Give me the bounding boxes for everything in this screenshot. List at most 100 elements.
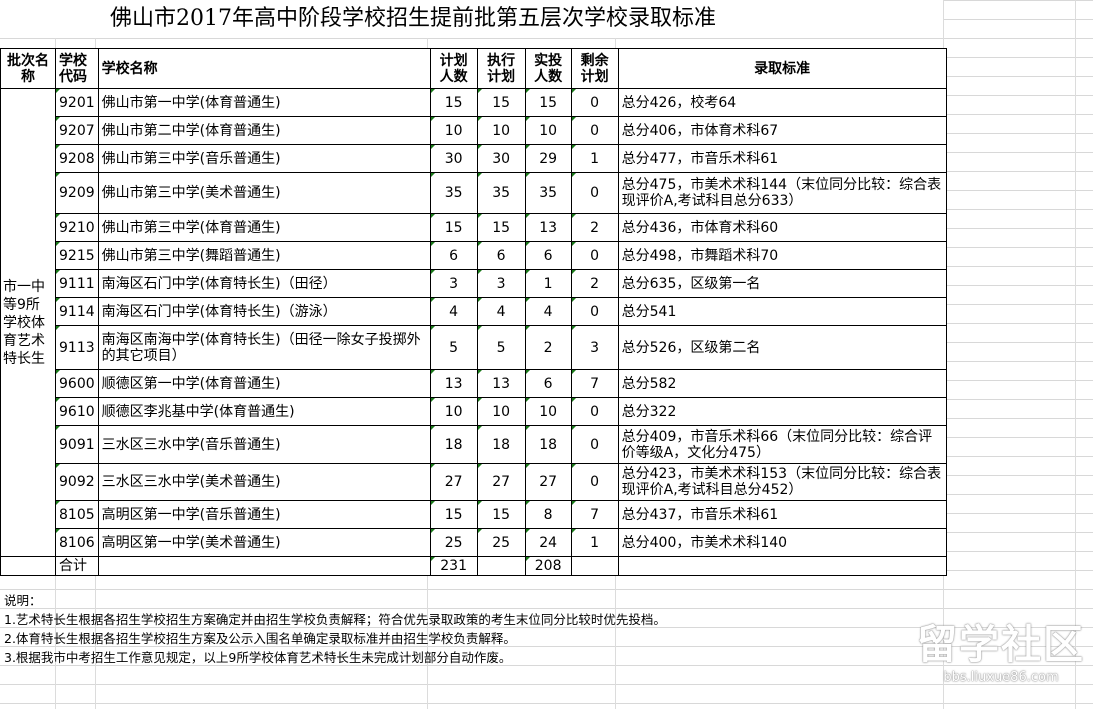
- remain-cell: 7: [570, 500, 619, 529]
- header-actual: 实投人数: [524, 48, 572, 89]
- table-row: 9610 顺德区李兆基中学(体育普通生) 10 10 10 0 总分322: [1, 397, 947, 426]
- criteria-cell: 总分582: [617, 369, 947, 398]
- remain-cell: 0: [570, 172, 619, 214]
- plan-cell: 10: [429, 397, 478, 426]
- criteria-cell: 总分541: [617, 297, 947, 326]
- actual-cell: 35: [524, 172, 572, 214]
- exec-cell: 30: [476, 144, 526, 173]
- plan-cell: 30: [429, 144, 478, 173]
- school-code: 9091: [55, 425, 99, 464]
- remain-cell: 2: [570, 269, 619, 298]
- exec-cell: 4: [476, 297, 526, 326]
- school-name: 南海区南海中学(体育特长生)（田径一除女子投掷外的其它项目）: [97, 325, 431, 370]
- exec-cell: 5: [476, 325, 526, 370]
- school-code: 9114: [55, 297, 99, 326]
- total-actual: 208: [524, 556, 572, 576]
- exec-cell: 15: [476, 88, 526, 117]
- header-plan: 计划人数: [429, 48, 478, 89]
- exec-cell: 15: [476, 500, 526, 529]
- table-row: 9111 南海区石门中学(体育特长生)（田径） 3 3 1 2 总分635，区级第一名: [1, 269, 947, 298]
- actual-cell: 18: [524, 425, 572, 464]
- total-plan: 231: [429, 556, 478, 576]
- table-row: 9600 顺德区第一中学(体育普通生) 13 13 6 7 总分582: [1, 369, 947, 398]
- criteria-cell: 总分436，市体育术科60: [617, 213, 947, 242]
- table-row: 8106 高明区第一中学(美术普通生) 25 25 24 1 总分400，市美术术科140: [1, 528, 947, 557]
- school-code: 9111: [55, 269, 99, 298]
- remain-cell: 0: [570, 397, 619, 426]
- actual-cell: 1: [524, 269, 572, 298]
- plan-cell: 5: [429, 325, 478, 370]
- empty-cell: [570, 556, 619, 576]
- exec-cell: 25: [476, 528, 526, 557]
- actual-cell: 10: [524, 116, 572, 145]
- exec-cell: 6: [476, 241, 526, 270]
- school-name: 顺德区第一中学(体育普通生): [97, 369, 431, 398]
- header-batch: 批次名称: [0, 48, 56, 89]
- school-code: 9092: [55, 463, 99, 501]
- criteria-cell: 总分409，市音乐术科66（末位同分比较：综合评价等级A，文化分475）: [617, 425, 947, 464]
- table-row: 市一中等9所学校体育艺术特长生 9201 佛山市第一中学(体育普通生) 15 15 15 0…: [0, 88, 947, 557]
- empty-cell: [97, 556, 431, 576]
- actual-cell: 4: [524, 297, 572, 326]
- school-code: 9113: [55, 325, 99, 370]
- school-name: 三水区三水中学(美术普通生): [97, 463, 431, 501]
- school-name: 南海区石门中学(体育特长生)（游泳）: [97, 297, 431, 326]
- notes-heading: 说明：: [4, 593, 42, 608]
- school-code: 9210: [55, 213, 99, 242]
- school-code: 9208: [55, 144, 99, 173]
- school-name: 佛山市第三中学(体育普通生): [97, 213, 431, 242]
- note-item: 2.体育特长生根据各招生学校招生方案及公示入围名单确定录取标准并由招生学校负责解…: [4, 631, 516, 646]
- school-name: 高明区第一中学(美术普通生): [97, 528, 431, 557]
- actual-cell: 2: [524, 325, 572, 370]
- empty-cell: [476, 556, 526, 576]
- exec-cell: 15: [476, 213, 526, 242]
- school-code: 9610: [55, 397, 99, 426]
- exec-cell: 10: [476, 116, 526, 145]
- watermark-logo: 留学社区 bbs.liuxue86.com: [917, 622, 1085, 685]
- total-label: 合计: [55, 556, 99, 576]
- table-row: 9209 佛山市第三中学(美术普通生) 35 35 35 0 总分475，市美术术科144（…: [1, 172, 947, 214]
- school-code: 8105: [55, 500, 99, 529]
- table-row: 9210 佛山市第三中学(体育普通生) 15 15 13 2 总分436，市体育术科60: [1, 213, 947, 242]
- school-name: 佛山市第三中学(音乐普通生): [97, 144, 431, 173]
- actual-cell: 6: [524, 369, 572, 398]
- remain-cell: 1: [570, 144, 619, 173]
- criteria-cell: 总分635，区级第一名: [617, 269, 947, 298]
- header-row: 批次名称 学校代码 学校名称 计划人数 执行计划 实投人数 剩余计划 录取标准: [0, 48, 947, 89]
- actual-cell: 27: [524, 463, 572, 501]
- criteria-cell: 总分475，市美术术科144（末位同分比较：综合表现评价A,考试科目总分633）: [617, 172, 947, 214]
- remain-cell: 7: [570, 369, 619, 398]
- school-name: 高明区第一中学(音乐普通生): [97, 500, 431, 529]
- table-row: 8105 高明区第一中学(音乐普通生) 15 15 8 7 总分437，市音乐术科61: [1, 500, 947, 529]
- batch-name: 市一中等9所学校体育艺术特长生: [0, 88, 56, 557]
- school-code: 9201: [55, 88, 99, 117]
- actual-cell: 24: [524, 528, 572, 557]
- notes: 说明： 1.艺术特长生根据各招生学校招生方案确定并由招生学校负责解释；符合优先录…: [4, 591, 666, 667]
- header-exec: 执行计划: [476, 48, 526, 89]
- plan-cell: 6: [429, 241, 478, 270]
- actual-cell: 13: [524, 213, 572, 242]
- school-name: 三水区三水中学(音乐普通生): [97, 425, 431, 464]
- criteria-cell: 总分437，市音乐术科61: [617, 500, 947, 529]
- criteria-cell: 总分406，市体育术科67: [617, 116, 947, 145]
- criteria-cell: 总分498，市舞蹈术科70: [617, 241, 947, 270]
- table-row: 9208 佛山市第三中学(音乐普通生) 30 30 29 1 总分477，市音乐术科61: [1, 144, 947, 173]
- actual-cell: 8: [524, 500, 572, 529]
- remain-cell: 0: [570, 241, 619, 270]
- school-name: 佛山市第三中学(舞蹈普通生): [97, 241, 431, 270]
- header-criteria: 录取标准: [617, 48, 947, 89]
- exec-cell: 3: [476, 269, 526, 298]
- exec-cell: 35: [476, 172, 526, 214]
- page-title: 佛山市2017年高中阶段学校招生提前批第五层次学校录取标准: [0, 0, 943, 38]
- school-code: 8106: [55, 528, 99, 557]
- remain-cell: 0: [570, 297, 619, 326]
- plan-cell: 10: [429, 116, 478, 145]
- criteria-cell: 总分400，市美术术科140: [617, 528, 947, 557]
- remain-cell: 0: [570, 88, 619, 117]
- plan-cell: 27: [429, 463, 478, 501]
- criteria-cell: 总分322: [617, 397, 947, 426]
- table-row: 9114 南海区石门中学(体育特长生)（游泳） 4 4 4 0 总分541: [1, 297, 947, 326]
- table-row: 9113 南海区南海中学(体育特长生)（田径一除女子投掷外的其它项目） 5 5 2 3 总分…: [1, 325, 947, 370]
- school-code: 9215: [55, 241, 99, 270]
- school-code: 9209: [55, 172, 99, 214]
